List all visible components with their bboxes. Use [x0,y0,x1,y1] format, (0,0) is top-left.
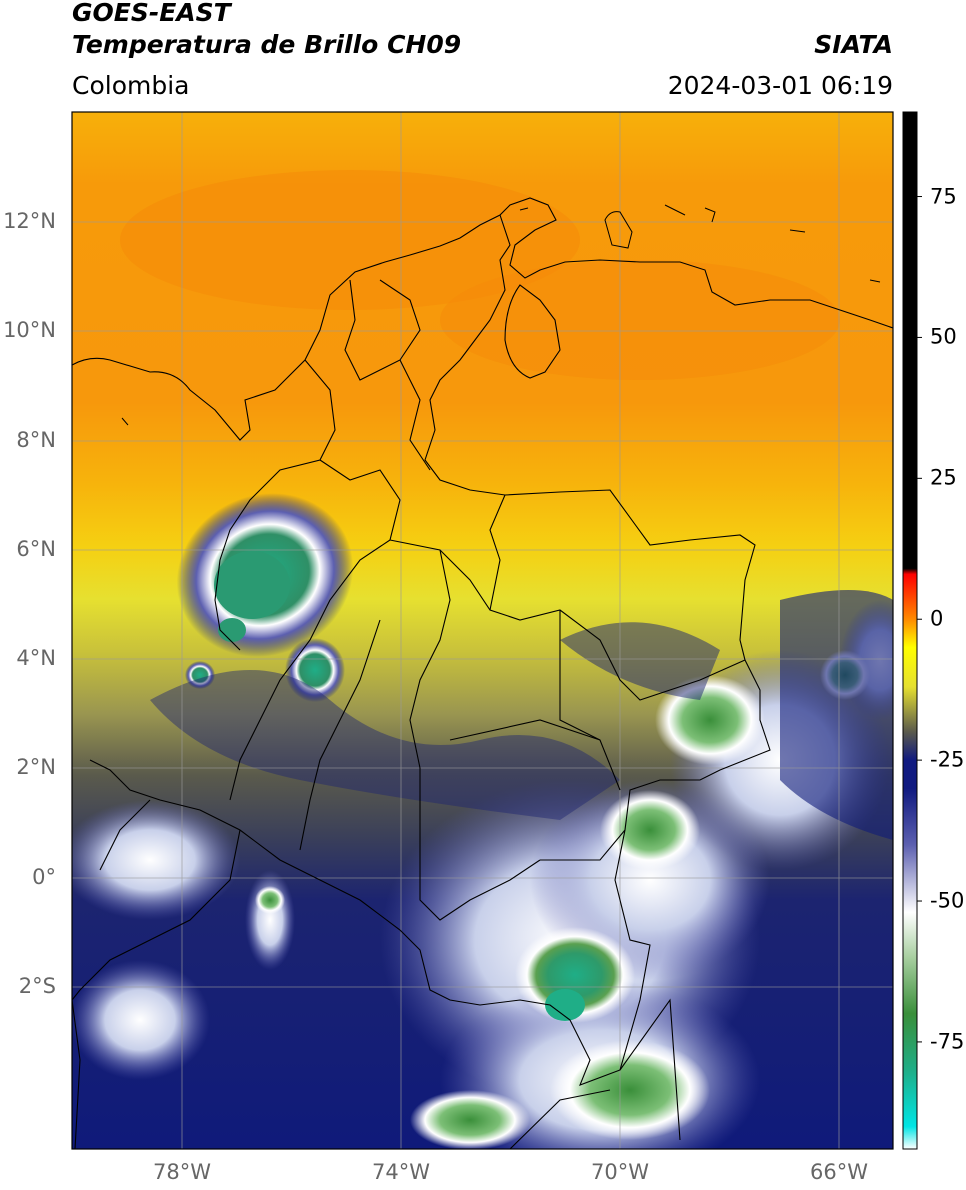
product-title: Temperatura de Brillo CH09 [72,30,462,59]
colorbar-tick-75: 75 [930,184,957,209]
colorbar [902,111,918,1150]
lat-label-4n: 4°N [16,646,56,670]
lat-label-2s: 2°S [18,974,56,998]
satellite-title: GOES-EAST [72,0,231,27]
datetime-label: 2024-03-01 06:19 [667,71,893,100]
lon-label-66w: 66°W [810,1160,868,1184]
lat-label-12n: 12°N [3,209,56,233]
lon-label-74w: 74°W [372,1160,430,1184]
lon-label-78w: 78°W [153,1160,211,1184]
lat-label-8n: 8°N [16,428,56,452]
colorbar-tick-25: 25 [930,465,957,490]
lat-label-0: 0° [32,865,56,889]
lon-label-70w: 70°W [591,1160,649,1184]
map-raster [72,112,893,1149]
colorbar-tick-minus-50: -50 [930,888,965,913]
region-label: Colombia [72,71,190,100]
lat-label-2n: 2°N [16,755,56,779]
lat-label-6n: 6°N [16,537,56,561]
colorbar-tick-0: 0 [930,606,944,631]
country-borders [72,197,893,1149]
lat-label-10n: 10°N [3,318,56,342]
islands [121,204,881,426]
colorbar-tick-minus-75: -75 [930,1029,965,1054]
colorbar-tick-minus-25: -25 [930,747,965,772]
map-frame [71,111,894,1150]
graticule [72,112,893,1149]
colorbar-tick-50: 50 [930,324,957,349]
agency-label: SIATA [814,30,893,59]
